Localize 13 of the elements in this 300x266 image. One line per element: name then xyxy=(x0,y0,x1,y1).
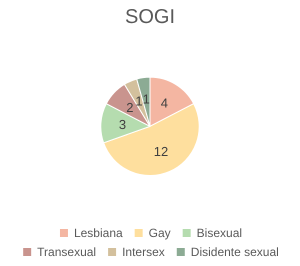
data-label: 1 xyxy=(135,94,143,109)
legend-label: Lesbiana xyxy=(74,226,123,240)
legend-label: Bisexual xyxy=(196,226,242,240)
data-label: 1 xyxy=(142,92,150,106)
data-label: 3 xyxy=(118,116,126,132)
legend-label: Transexual xyxy=(37,245,96,259)
data-label: 2 xyxy=(126,100,134,116)
legend-label: Disidente sexual xyxy=(190,245,279,259)
data-label: 12 xyxy=(154,144,168,160)
data-label: 4 xyxy=(160,95,168,110)
legend-label: Intersex xyxy=(122,245,165,259)
chart-title: SOGI xyxy=(124,6,176,28)
legend-label: Gay xyxy=(148,226,171,240)
